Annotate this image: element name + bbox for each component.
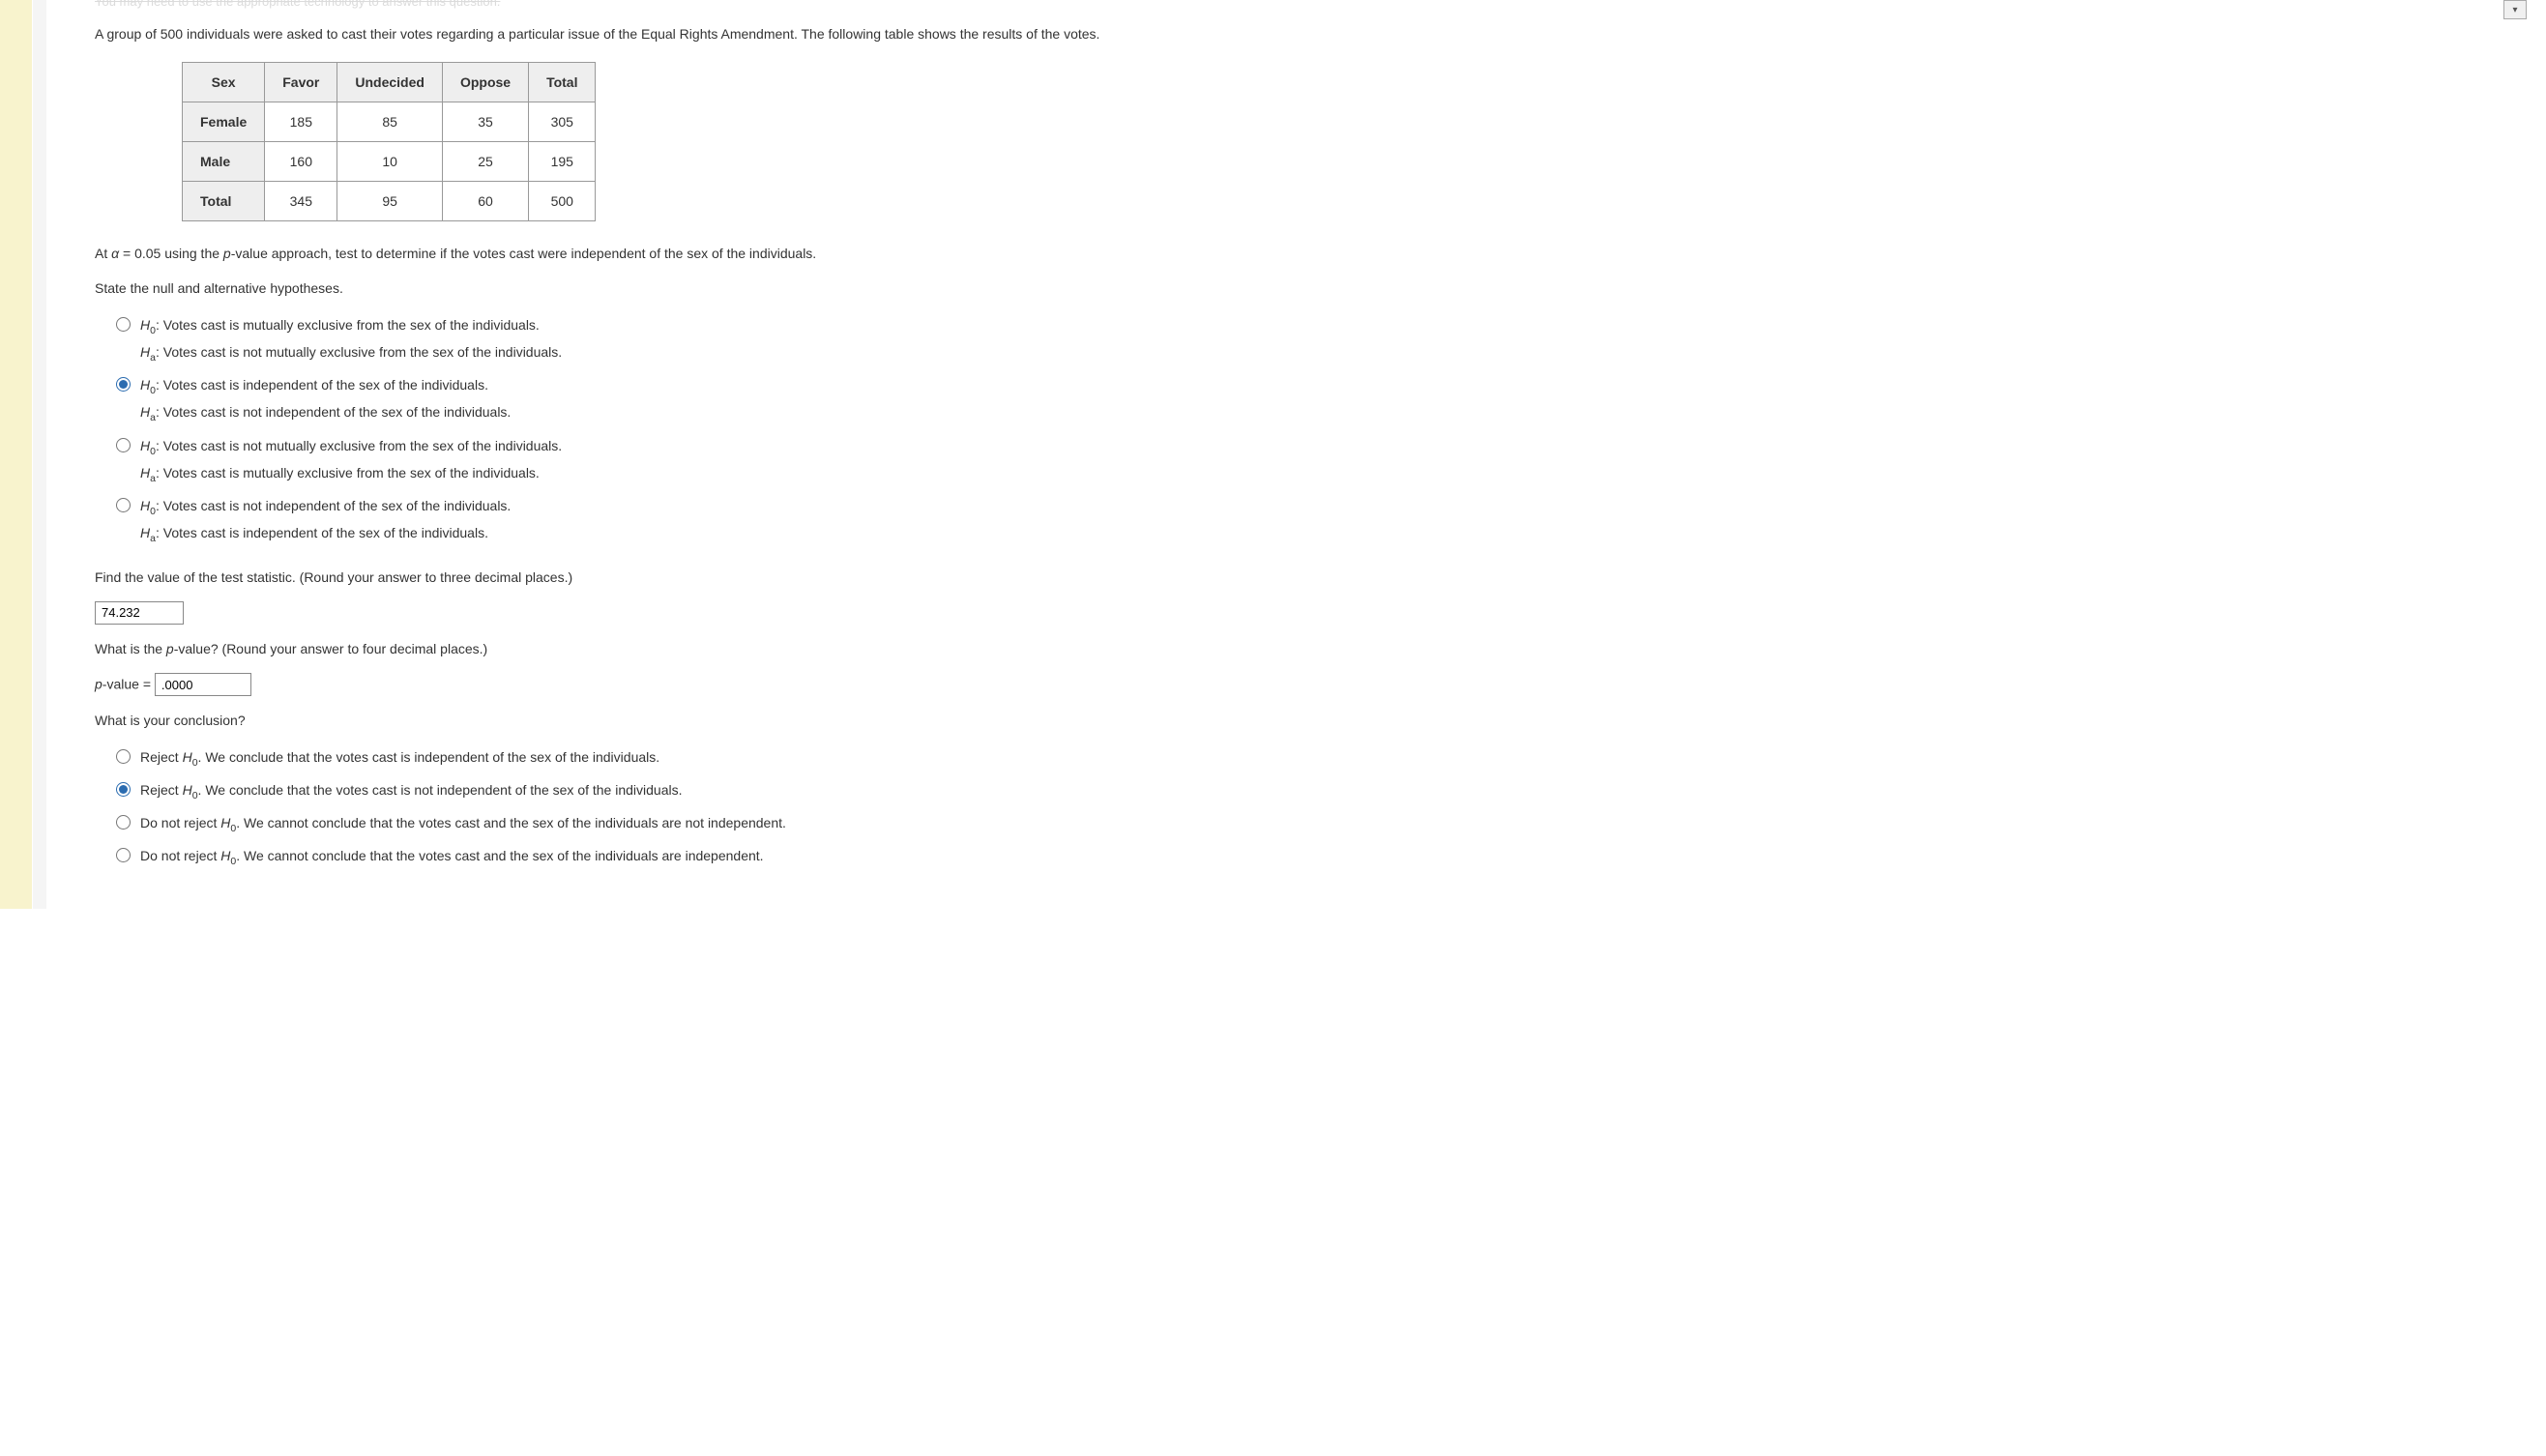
hyp-radio-1[interactable] — [116, 317, 131, 332]
hyp-radio-2[interactable] — [116, 377, 131, 392]
tech-hint: You may need to use the appropriate tech… — [95, 0, 2498, 9]
col-favor: Favor — [265, 63, 337, 102]
conc-radio-1[interactable] — [116, 749, 131, 764]
gray-strip — [33, 0, 46, 909]
pvalue-row: p-value = — [95, 673, 2498, 696]
conc-radio-4[interactable] — [116, 848, 131, 862]
col-sex: Sex — [183, 63, 265, 102]
conc-radio-2[interactable] — [116, 782, 131, 797]
test-stat-heading: Find the value of the test statistic. (R… — [95, 567, 2498, 588]
conc-option-1: Reject H0. We conclude that the votes ca… — [116, 745, 2498, 772]
conc-option-4: Do not reject H0. We cannot conclude tha… — [116, 844, 2498, 871]
col-undecided: Undecided — [337, 63, 443, 102]
question-prompt: A group of 500 individuals were asked to… — [95, 24, 2498, 44]
hyp-radio-3[interactable] — [116, 438, 131, 452]
conc-radio-3[interactable] — [116, 815, 131, 830]
pvalue-input[interactable] — [155, 673, 251, 696]
test-stat-input[interactable] — [95, 601, 184, 625]
hyp-radio-4[interactable] — [116, 498, 131, 512]
conclusion-options: Reject H0. We conclude that the votes ca… — [116, 745, 2498, 872]
conclusion-heading: What is your conclusion? — [95, 710, 2498, 731]
hyp-option-4: H0: Votes cast is not independent of the… — [116, 494, 2498, 548]
hypotheses-options: H0: Votes cast is mutually exclusive fro… — [116, 313, 2498, 549]
pvalue-heading: What is the p-value? (Round your answer … — [95, 638, 2498, 659]
hyp-option-3: H0: Votes cast is not mutually exclusive… — [116, 434, 2498, 488]
table-row: Female 185 85 35 305 — [183, 102, 596, 142]
table-row: Male 160 10 25 195 — [183, 142, 596, 182]
hyp-option-2: H0: Votes cast is independent of the sex… — [116, 373, 2498, 427]
conc-option-2: Reject H0. We conclude that the votes ca… — [116, 778, 2498, 805]
hypotheses-heading: State the null and alternative hypothese… — [95, 277, 2498, 299]
table-row: Total 345 95 60 500 — [183, 182, 596, 221]
votes-table: Sex Favor Undecided Oppose Total Female … — [182, 62, 596, 221]
left-accent-bar — [0, 0, 33, 909]
alpha-instruction: At α = 0.05 using the p-value approach, … — [95, 243, 2498, 264]
hyp-option-1: H0: Votes cast is mutually exclusive fro… — [116, 313, 2498, 367]
dropdown-indicator[interactable]: ▾ — [2503, 0, 2527, 19]
col-oppose: Oppose — [442, 63, 528, 102]
conc-option-3: Do not reject H0. We cannot conclude tha… — [116, 811, 2498, 838]
col-total: Total — [529, 63, 596, 102]
